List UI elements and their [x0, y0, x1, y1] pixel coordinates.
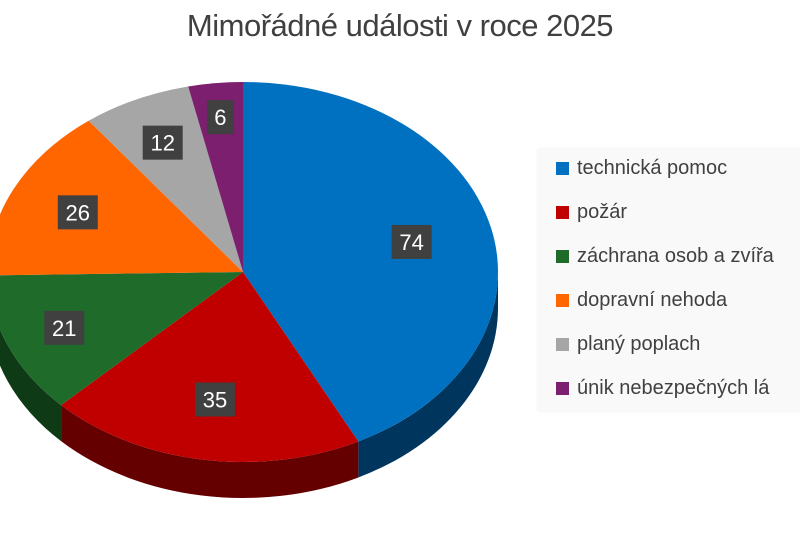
pie-side-3	[0, 329, 62, 442]
legend-swatch	[556, 294, 569, 307]
data-label: 21	[52, 316, 76, 341]
pie-slice-4	[0, 120, 243, 276]
legend: technická pomoc požár záchrana osob a zvíř…	[538, 149, 800, 411]
legend-item: záchrana osob a zvířa	[556, 245, 774, 268]
pie-slice-3	[0, 272, 243, 406]
data-label: 26	[66, 200, 90, 225]
legend-label: záchrana osob a zvířa	[577, 245, 774, 267]
legend-item: planý poplach	[556, 333, 700, 356]
legend-item: únik nebezpečných lá	[556, 377, 769, 400]
data-label-box	[57, 195, 98, 230]
legend-item: technická pomoc	[556, 157, 727, 180]
data-label-box	[206, 100, 234, 135]
data-label: 35	[203, 387, 227, 412]
pie-slice-1	[243, 82, 499, 442]
legend-swatch	[556, 250, 569, 263]
legend-swatch	[556, 162, 569, 175]
data-label-box	[194, 382, 235, 417]
legend-label: planý poplach	[577, 333, 701, 355]
legend-item: požár	[556, 201, 627, 224]
legend-label: požár	[577, 201, 628, 223]
data-label: 12	[150, 131, 174, 156]
data-label-box	[44, 310, 85, 345]
data-label-box	[391, 224, 432, 259]
data-label-box	[142, 125, 183, 160]
legend-label: technická pomoc	[577, 157, 728, 179]
data-label: 74	[399, 230, 423, 255]
pie-side-1	[358, 272, 498, 478]
pie-slice-2	[61, 272, 359, 463]
data-label: 6	[214, 105, 226, 130]
legend-label: dopravní nehoda	[577, 289, 728, 311]
pie-slice-5	[88, 86, 243, 272]
legend-item: dopravní nehoda	[556, 289, 727, 312]
legend-swatch	[556, 382, 569, 395]
legend-swatch	[556, 206, 569, 219]
legend-label: únik nebezpečných lá	[577, 377, 770, 399]
pie-side-2	[61, 405, 359, 498]
chart-title: Mimořádné události v roce 2025	[186, 8, 614, 43]
legend-swatch	[556, 338, 569, 351]
